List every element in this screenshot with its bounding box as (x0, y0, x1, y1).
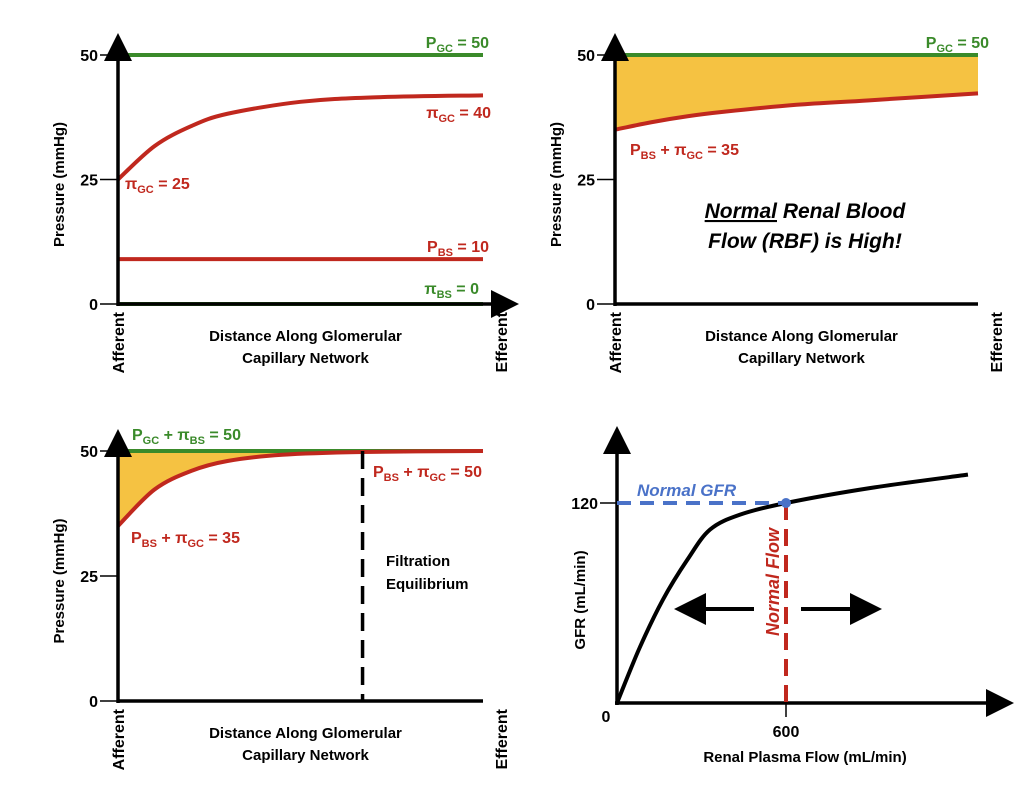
label-text: + π (157, 530, 187, 547)
filtration-equilibrium-label: Equilibrium (386, 576, 469, 593)
normal-point (781, 498, 791, 508)
p-gc-label: PGC = 50 (926, 35, 989, 55)
x-start-label: Afferent (608, 311, 625, 373)
subscript: GC (936, 43, 953, 55)
x-tick-label: 600 (773, 724, 800, 741)
pi-bs-label: πBS = 0 (424, 281, 479, 301)
label-text: π (426, 105, 438, 122)
label-text: = 0 (452, 281, 479, 298)
subscript: GC (686, 150, 703, 162)
y-axis-label: GFR (mL/min) (572, 550, 589, 649)
normal-flow-label: Normal Flow (763, 527, 783, 636)
subscript: BS (142, 538, 157, 550)
subscript: GC (187, 538, 204, 550)
label-text: = 35 (204, 530, 240, 547)
subscript: GC (143, 435, 160, 447)
subscript: GC (438, 113, 455, 125)
x-end-label: Efferent (494, 708, 511, 769)
label-text: P (373, 464, 384, 481)
label-text: P (926, 35, 937, 52)
p-gc-pi-bs-label: PGC + πBS = 50 (132, 427, 241, 447)
y-axis-label: Pressure (mmHg) (51, 122, 68, 247)
label-text: P (131, 530, 142, 547)
label-text: = 50 (446, 464, 482, 481)
p-bs-pi-gc-start-label: PBS + πGC = 35 (131, 530, 240, 550)
label-text: + π (159, 427, 189, 444)
filtration-equilibrium-label: Filtration (386, 553, 450, 570)
subscript: GC (137, 184, 154, 196)
y-tick-label: 50 (80, 444, 98, 461)
x-end-label: Efferent (989, 311, 1006, 372)
label-text: = 35 (703, 142, 739, 159)
x-axis-label: Distance Along Glomerular (705, 328, 898, 345)
y-tick-label: 25 (80, 569, 98, 586)
label-text: π (125, 176, 137, 193)
label-text: P (630, 142, 641, 159)
gfr-curve (615, 472, 969, 704)
p-gc-label: PGC = 50 (426, 35, 489, 55)
x-axis-label: Distance Along Glomerular (209, 328, 402, 345)
series-line (614, 91, 979, 132)
label-text: + π (656, 142, 686, 159)
pi-gc-end-label: πGC = 40 (426, 105, 491, 125)
filtration-area (615, 55, 978, 130)
x-axis-label: Distance Along Glomerular (209, 725, 402, 742)
label-text: = 50 (205, 427, 241, 444)
subscript: BS (384, 472, 399, 484)
p-bs-pi-gc-label: PBS + πGC = 35 (630, 142, 739, 162)
annotation-text: Renal Blood (777, 200, 907, 223)
subscript: GC (436, 43, 453, 55)
subscript: GC (429, 472, 446, 484)
label-text: = 50 (453, 35, 489, 52)
subscript: BS (190, 435, 205, 447)
x-start-label: Afferent (111, 708, 128, 770)
label-text: π (424, 281, 436, 298)
p-bs-pi-gc-end-label: PBS + πGC = 50 (373, 464, 482, 484)
x-end-label: Efferent (494, 311, 511, 372)
series-line (116, 93, 484, 181)
label-text: + π (399, 464, 429, 481)
annotation-underlined: Normal (705, 200, 779, 223)
y-tick-label: 0 (586, 297, 595, 314)
x-axis-label: Renal Plasma Flow (mL/min) (703, 749, 906, 766)
label-text: P (132, 427, 143, 444)
y-tick-label: 120 (571, 496, 598, 513)
x-start-label: Afferent (111, 311, 128, 373)
y-tick-label: 25 (80, 173, 98, 190)
annotation-line-2: Flow (RBF) is High! (708, 230, 902, 253)
subscript: BS (438, 247, 453, 259)
origin-label: 0 (602, 709, 611, 726)
pi-gc-start-label: πGC = 25 (125, 176, 190, 196)
label-text: = 10 (453, 239, 489, 256)
label-text: = 40 (455, 105, 491, 122)
label-text: P (427, 239, 438, 256)
series-line (116, 449, 484, 528)
x-axis-label: Capillary Network (242, 747, 369, 764)
y-axis-label: Pressure (mmHg) (548, 122, 565, 247)
p-bs-label: PBS = 10 (427, 239, 489, 259)
y-tick-label: 25 (577, 173, 595, 190)
normal-gfr-label: Normal GFR (637, 481, 737, 500)
subscript: BS (437, 289, 452, 301)
label-text: P (426, 35, 437, 52)
filtration-area (118, 451, 483, 526)
label-text: = 25 (154, 176, 190, 193)
y-tick-label: 50 (577, 48, 595, 65)
subscript: BS (641, 150, 656, 162)
y-tick-label: 50 (80, 48, 98, 65)
x-axis-label: Capillary Network (242, 350, 369, 367)
y-tick-label: 0 (89, 297, 98, 314)
annotation-line-1: Normal Renal Blood (705, 200, 907, 223)
y-tick-label: 0 (89, 694, 98, 711)
label-text: = 50 (953, 35, 989, 52)
x-axis-label: Capillary Network (738, 350, 865, 367)
y-axis-label: Pressure (mmHg) (51, 518, 68, 643)
